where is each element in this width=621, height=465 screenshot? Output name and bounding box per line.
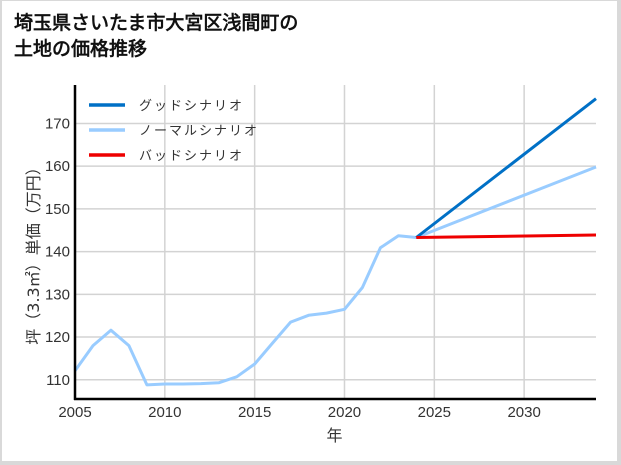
- x-tick-label: 2025: [418, 404, 451, 421]
- x-axis-ticks: 2005 2010 2015 2020 2025 2030: [58, 404, 541, 421]
- normal-scenario-line: [73, 165, 597, 387]
- legend-item-normal: ノーマルシナリオ: [89, 124, 259, 139]
- bad-scenario-line: [416, 233, 597, 239]
- legend-label: ノーマルシナリオ: [139, 124, 259, 139]
- y-tick-label: 120: [45, 329, 70, 346]
- chart-title: 埼玉県さいたま市大宮区浅間町の 土地の価格推移: [14, 10, 298, 62]
- good-scenario-line: [415, 97, 597, 239]
- axes: [73, 85, 596, 401]
- legend-item-bad: バッドシナリオ: [89, 149, 244, 164]
- x-axis-label: 年: [326, 426, 342, 445]
- y-tick-label: 110: [46, 372, 70, 389]
- x-tick-label: 2015: [238, 404, 271, 421]
- legend-label: バッドシナリオ: [139, 149, 244, 164]
- y-tick-label: 170: [45, 115, 70, 132]
- x-tick-label: 2010: [148, 404, 181, 421]
- data-series: [73, 97, 597, 387]
- y-tick-label: 160: [45, 158, 70, 175]
- chart-title-line-2: 土地の価格推移: [14, 38, 148, 60]
- y-tick-label: 130: [45, 286, 70, 303]
- chart-title-line-1: 埼玉県さいたま市大宮区浅間町の: [14, 12, 299, 34]
- legend-item-good: グッドシナリオ: [89, 99, 244, 114]
- y-axis-ticks: 110 120 130 140 150 160 170: [45, 115, 70, 388]
- y-tick-label: 150: [45, 201, 70, 218]
- y-axis-label: 坪（3.3㎡）単価（万円）: [24, 159, 43, 344]
- legend-label: グッドシナリオ: [139, 99, 244, 114]
- x-tick-label: 2005: [58, 404, 91, 421]
- y-tick-label: 140: [45, 244, 70, 261]
- x-tick-label: 2030: [507, 404, 540, 421]
- x-tick-label: 2020: [328, 404, 361, 421]
